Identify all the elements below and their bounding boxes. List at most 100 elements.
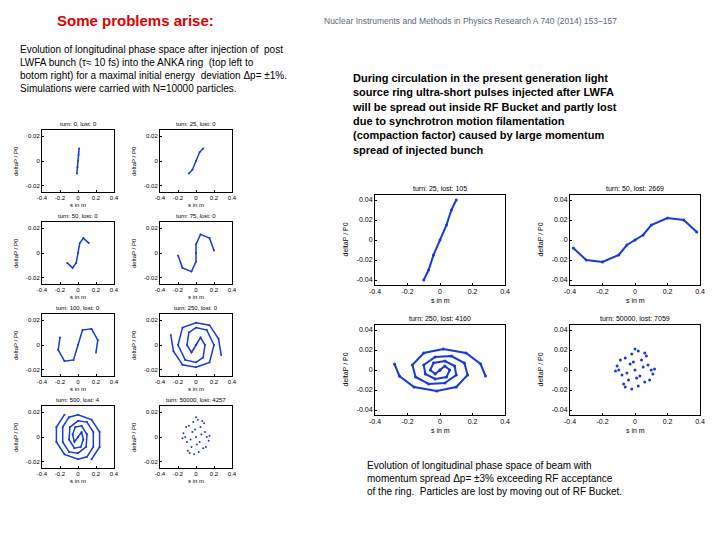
- svg-text:0.4: 0.4: [500, 288, 510, 295]
- svg-text:turn: 25, lost: 105: turn: 25, lost: 105: [413, 185, 467, 192]
- svg-text:-0.4: -0.4: [369, 418, 381, 425]
- svg-text:-0.2: -0.2: [596, 288, 608, 295]
- svg-text:0: 0: [438, 418, 442, 425]
- svg-text:0.02: 0.02: [146, 409, 158, 415]
- svg-text:-0.4: -0.4: [155, 471, 166, 477]
- svg-text:-0.02: -0.02: [26, 459, 40, 465]
- svg-text:0.4: 0.4: [228, 379, 237, 385]
- svg-text:-0.02: -0.02: [144, 459, 158, 465]
- svg-text:-0.4: -0.4: [155, 379, 166, 385]
- svg-text:deltaP / P0: deltaP / P0: [13, 330, 19, 360]
- svg-text:0.02: 0.02: [554, 216, 568, 223]
- svg-text:turn: 75, lost: 0: turn: 75, lost: 0: [176, 213, 216, 219]
- svg-text:0.02: 0.02: [146, 133, 158, 139]
- svg-text:0.4: 0.4: [110, 379, 119, 385]
- svg-text:turn: 50000, lost: 7059: turn: 50000, lost: 7059: [600, 315, 670, 322]
- svg-text:-0.4: -0.4: [564, 418, 576, 425]
- svg-text:-0.02: -0.02: [144, 183, 158, 189]
- svg-text:0: 0: [194, 287, 198, 293]
- svg-text:0.4: 0.4: [695, 288, 705, 295]
- svg-text:-0.04: -0.04: [357, 406, 373, 413]
- svg-text:s in m: s in m: [626, 297, 645, 304]
- svg-text:-0.4: -0.4: [155, 195, 166, 201]
- svg-text:0: 0: [76, 471, 80, 477]
- svg-text:-0.02: -0.02: [26, 275, 40, 281]
- svg-text:0: 0: [36, 158, 40, 164]
- svg-text:-0.4: -0.4: [37, 471, 48, 477]
- svg-text:-0.2: -0.2: [55, 471, 66, 477]
- svg-text:-0.2: -0.2: [173, 471, 184, 477]
- svg-text:0.4: 0.4: [110, 195, 119, 201]
- svg-text:-0.2: -0.2: [596, 418, 608, 425]
- svg-text:turn: 100, lost: 0: turn: 100, lost: 0: [56, 305, 100, 311]
- svg-text:0.2: 0.2: [210, 195, 219, 201]
- svg-text:deltaP / P0: deltaP / P0: [131, 238, 137, 268]
- svg-text:deltaP / P0: deltaP / P0: [537, 352, 544, 386]
- svg-text:s in m: s in m: [431, 297, 450, 304]
- svg-text:0.04: 0.04: [554, 196, 568, 203]
- svg-text:0.02: 0.02: [28, 317, 40, 323]
- svg-text:-0.4: -0.4: [155, 287, 166, 293]
- svg-text:-0.2: -0.2: [401, 418, 413, 425]
- svg-text:0: 0: [154, 342, 158, 348]
- svg-text:0.02: 0.02: [146, 225, 158, 231]
- svg-text:s in m: s in m: [431, 427, 450, 434]
- svg-text:-0.2: -0.2: [401, 288, 413, 295]
- svg-text:0.4: 0.4: [695, 418, 705, 425]
- svg-text:s in m: s in m: [70, 386, 86, 392]
- svg-text:Nuclear Instruments and Method: Nuclear Instruments and Methods in Physi…: [324, 16, 617, 26]
- svg-text:0.04: 0.04: [359, 196, 373, 203]
- svg-text:-0.04: -0.04: [552, 276, 568, 283]
- svg-text:-0.04: -0.04: [552, 406, 568, 413]
- svg-text:0.2: 0.2: [210, 471, 219, 477]
- svg-text:0: 0: [36, 342, 40, 348]
- svg-text:0.2: 0.2: [92, 471, 101, 477]
- svg-text:s in m: s in m: [70, 202, 86, 208]
- svg-text:0.04: 0.04: [359, 326, 373, 333]
- svg-text:0.02: 0.02: [554, 346, 568, 353]
- svg-text:turn: 50, lost: 0: turn: 50, lost: 0: [58, 213, 98, 219]
- svg-text:0.4: 0.4: [110, 287, 119, 293]
- svg-text:turn: 50000, lost: 4257: turn: 50000, lost: 4257: [166, 397, 226, 403]
- svg-text:0.4: 0.4: [228, 471, 237, 477]
- svg-text:-0.2: -0.2: [55, 287, 66, 293]
- svg-text:deltaP / P0: deltaP / P0: [13, 238, 19, 268]
- svg-text:-0.02: -0.02: [357, 256, 373, 263]
- svg-text:0.02: 0.02: [28, 133, 40, 139]
- svg-text:-0.02: -0.02: [26, 183, 40, 189]
- svg-text:Evolution of longitudinal phas: Evolution of longitudinal phase space of…: [367, 460, 622, 497]
- svg-text:0.04: 0.04: [554, 326, 568, 333]
- svg-text:-0.2: -0.2: [55, 379, 66, 385]
- svg-text:s in m: s in m: [188, 386, 204, 392]
- svg-text:0.4: 0.4: [228, 287, 237, 293]
- svg-text:turn: 25, lost: 0: turn: 25, lost: 0: [176, 121, 216, 127]
- svg-text:0: 0: [369, 366, 373, 373]
- svg-text:s in m: s in m: [188, 202, 204, 208]
- svg-text:turn: 0, lost: 0: turn: 0, lost: 0: [60, 121, 97, 127]
- svg-text:-0.4: -0.4: [564, 288, 576, 295]
- svg-text:0.2: 0.2: [210, 287, 219, 293]
- svg-text:-0.02: -0.02: [144, 367, 158, 373]
- svg-text:0: 0: [369, 236, 373, 243]
- svg-text:0: 0: [154, 434, 158, 440]
- svg-text:turn: 250, lost: 4160: turn: 250, lost: 4160: [409, 315, 471, 322]
- svg-text:-0.2: -0.2: [55, 195, 66, 201]
- svg-text:-0.02: -0.02: [552, 256, 568, 263]
- svg-text:-0.2: -0.2: [173, 195, 184, 201]
- svg-text:0.2: 0.2: [210, 379, 219, 385]
- svg-text:0.2: 0.2: [468, 288, 478, 295]
- svg-text:0.02: 0.02: [359, 216, 373, 223]
- svg-text:0.2: 0.2: [92, 287, 101, 293]
- svg-text:s in m: s in m: [188, 294, 204, 300]
- svg-text:s in m: s in m: [70, 478, 86, 484]
- svg-text:0: 0: [194, 471, 198, 477]
- svg-text:-0.02: -0.02: [552, 386, 568, 393]
- svg-text:deltaP / P0: deltaP / P0: [131, 330, 137, 360]
- svg-text:turn: 250, lost: 0: turn: 250, lost: 0: [174, 305, 218, 311]
- svg-text:0: 0: [76, 195, 80, 201]
- svg-text:s in m: s in m: [626, 427, 645, 434]
- svg-text:0: 0: [154, 250, 158, 256]
- svg-text:0: 0: [76, 379, 80, 385]
- svg-text:-0.4: -0.4: [37, 287, 48, 293]
- svg-text:0: 0: [438, 288, 442, 295]
